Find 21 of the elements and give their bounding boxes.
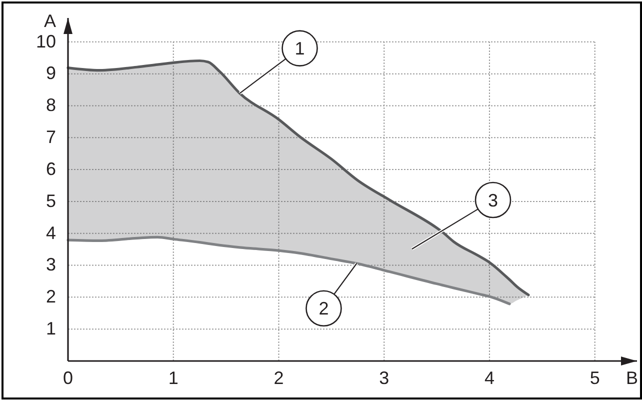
- x-tick-label: 0: [62, 368, 74, 388]
- y-tick-label: 6: [46, 158, 56, 179]
- annotation: 2: [318, 298, 329, 319]
- y-tick-label: 10: [36, 31, 56, 52]
- y-tick-label: 9: [46, 63, 56, 84]
- y-tick-label: 7: [46, 127, 56, 148]
- y-axis-title: A: [44, 11, 56, 31]
- x-tick-label: 5: [590, 368, 600, 388]
- x-axis-title: B: [626, 368, 638, 388]
- x-tick-label: 4: [484, 368, 494, 388]
- y-tick-label: 8: [46, 95, 56, 116]
- y-tick-label: 5: [46, 190, 56, 211]
- y-tick-label: 2: [46, 286, 56, 307]
- annotation: 1: [294, 38, 305, 59]
- x-tick-label: 3: [379, 368, 390, 388]
- x-tick-label: 2: [274, 368, 284, 388]
- annotation: 3: [488, 190, 498, 210]
- y-tick-label: 4: [46, 222, 56, 243]
- y-tick-label: 3: [46, 254, 56, 275]
- x-tick-label: 1: [168, 368, 178, 388]
- y-tick-label: 1: [46, 318, 56, 338]
